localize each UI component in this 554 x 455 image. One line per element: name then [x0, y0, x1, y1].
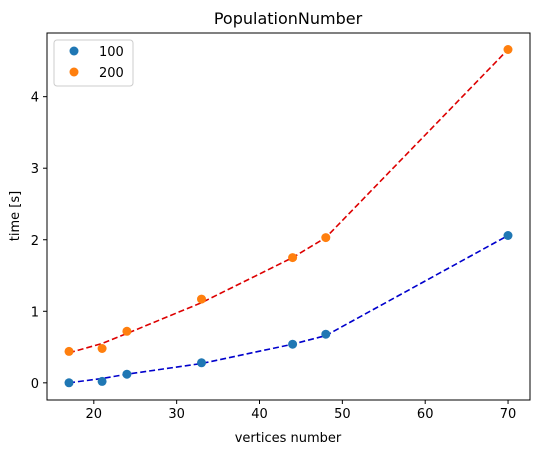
x-axis-label: vertices number: [235, 431, 342, 446]
y-tick-label: 0: [31, 377, 39, 392]
legend-label-200: 200: [99, 66, 124, 81]
legend-label-100: 100: [99, 45, 124, 60]
data-point-200: [288, 253, 298, 263]
y-tick-label: 2: [31, 234, 39, 249]
y-axis-ticks: 0 1 2 3 4: [31, 91, 47, 392]
data-point-200: [122, 326, 132, 336]
fit-line-1: [68, 48, 509, 354]
plot-frame: [46, 32, 531, 401]
data-point-200: [197, 294, 206, 304]
chart-title: PopulationNumber: [214, 9, 363, 28]
data-point-200: [64, 346, 74, 356]
data-point-100: [288, 339, 298, 349]
x-axis-ticks: 20 30 40 50 60 70: [86, 400, 517, 422]
fit-lines: [68, 48, 509, 384]
data-point-200: [97, 344, 107, 353]
x-tick-label: 20: [86, 407, 103, 422]
y-tick-label: 4: [31, 91, 39, 106]
legend: 100 200: [53, 39, 134, 87]
data-point-200: [321, 233, 331, 243]
x-tick-label: 30: [168, 407, 185, 422]
data-point-100: [503, 231, 513, 240]
x-tick-label: 60: [417, 407, 434, 422]
data-point-100: [97, 376, 107, 386]
legend-marker-100: [69, 46, 79, 56]
data-points: [64, 45, 513, 388]
x-tick-label: 40: [251, 407, 268, 422]
y-tick-label: 1: [31, 305, 39, 320]
legend-marker-200: [69, 67, 79, 77]
data-point-100: [321, 329, 331, 339]
data-point-200: [503, 45, 513, 54]
y-tick-label: 3: [31, 162, 39, 177]
data-point-100: [122, 369, 132, 379]
plot-area: [64, 45, 513, 388]
x-tick-label: 70: [500, 407, 517, 422]
x-tick-label: 50: [334, 407, 351, 422]
data-point-100: [64, 378, 74, 388]
y-axis-label: time [s]: [8, 191, 23, 241]
data-point-100: [197, 358, 206, 368]
